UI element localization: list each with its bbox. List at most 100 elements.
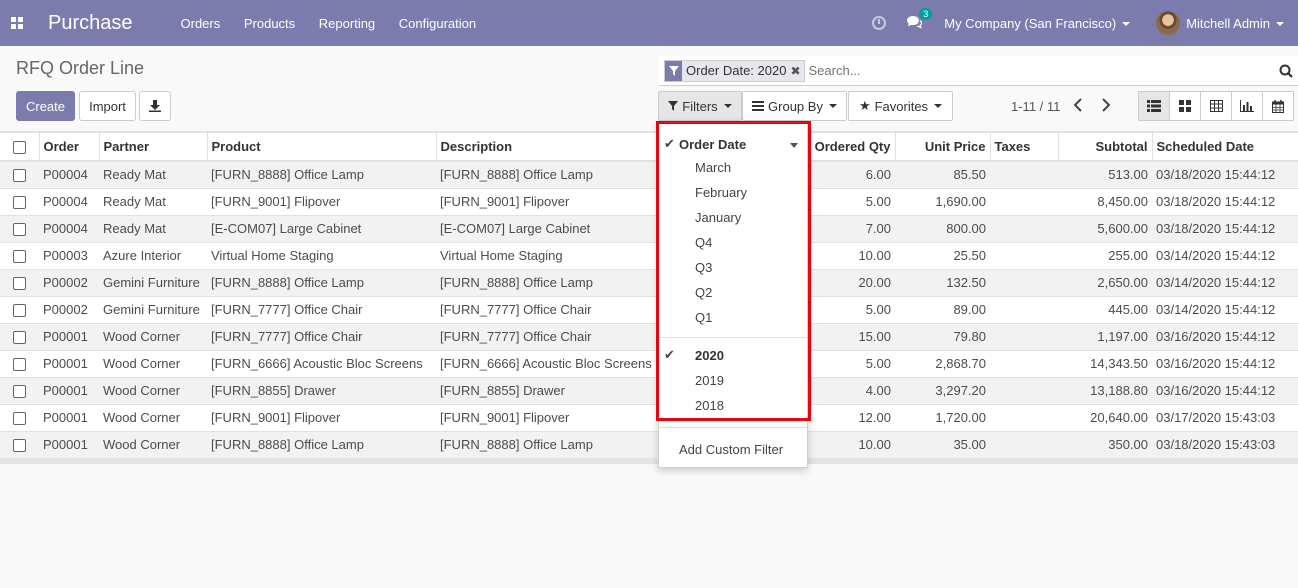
cell-product: [FURN_9001] Flipover <box>207 187 436 215</box>
create-button[interactable]: Create <box>16 91 75 121</box>
filter-option-march[interactable]: March <box>659 156 807 180</box>
chevron-left-icon[interactable] <box>1073 98 1083 112</box>
column-header-description[interactable]: Description <box>436 131 659 162</box>
row-checkbox[interactable] <box>13 304 26 318</box>
table-row[interactable]: P00003 Azure Interior Virtual Home Staging… <box>0 241 1298 269</box>
user-avatar[interactable] <box>1156 11 1181 35</box>
cell-subtotal: 445.00 <box>1058 295 1152 323</box>
row-select-cell[interactable] <box>0 322 39 350</box>
filter-option-2020[interactable]: ✔ 2020 <box>659 344 807 368</box>
row-select-cell[interactable] <box>0 295 39 323</box>
calendar-view-button[interactable] <box>1262 91 1294 121</box>
cell-order: P00003 <box>39 241 99 269</box>
row-checkbox[interactable] <box>13 358 26 372</box>
cell-description: [FURN_8888] Office Lamp <box>436 160 658 188</box>
cell-subtotal: 1,197.00 <box>1058 322 1152 350</box>
row-select-cell[interactable] <box>0 403 39 431</box>
search-icon[interactable] <box>1279 64 1293 78</box>
table-row[interactable]: P00001 Wood Corner [FURN_9001] Flipover [FU… <box>0 403 1298 431</box>
company-switcher[interactable]: My Company (San Francisco) <box>944 16 1131 31</box>
column-header-subtotal[interactable]: Subtotal <box>1058 131 1153 162</box>
remove-facet-icon[interactable]: ✖ <box>790 63 801 78</box>
download-button[interactable] <box>139 91 171 121</box>
cell-scheduled-date: 03/18/2020 15:43:03 <box>1152 430 1298 458</box>
add-custom-filter-button[interactable]: Add Custom Filter <box>679 442 784 457</box>
row-checkbox[interactable] <box>13 331 26 345</box>
list-view-button[interactable] <box>1138 91 1170 121</box>
row-select-cell[interactable] <box>0 268 39 296</box>
cell-unit-price: 800.00 <box>895 214 990 242</box>
activity-clock-icon[interactable] <box>872 16 887 30</box>
row-checkbox[interactable] <box>13 196 26 210</box>
filter-option-february[interactable]: February <box>659 181 807 205</box>
column-header-product[interactable]: Product <box>207 131 437 162</box>
favorites-button[interactable]: ★ Favorites <box>848 91 953 121</box>
pager-value[interactable]: 1-11 / 11 <box>1011 99 1061 114</box>
row-checkbox[interactable] <box>13 277 26 291</box>
table-row[interactable]: P00004 Ready Mat [FURN_8888] Office Lamp [F… <box>0 160 1298 188</box>
column-header-order[interactable]: Order <box>39 131 100 162</box>
filter-option-label: Q3 <box>695 260 713 275</box>
chat-icon <box>907 15 923 29</box>
table-row[interactable]: P00001 Wood Corner [FURN_6666] Acoustic Bl… <box>0 349 1298 377</box>
filter-option-2019[interactable]: 2019 <box>659 369 807 393</box>
select-all-checkbox[interactable] <box>12 141 26 155</box>
cell-product: Virtual Home Staging <box>207 241 436 269</box>
search-input[interactable] <box>808 63 1249 78</box>
kanban-view-button[interactable] <box>1169 91 1201 121</box>
cell-order: P00001 <box>39 403 99 431</box>
app-name[interactable]: Purchase <box>48 11 133 34</box>
column-header-unit-price[interactable]: Unit Price <box>895 131 991 162</box>
column-header-scheduled-date[interactable]: Scheduled Date <box>1152 131 1298 162</box>
filter-group-order-date[interactable]: ✔ Order Date <box>659 135 807 155</box>
row-select-cell[interactable] <box>0 241 39 269</box>
select-all-cell[interactable] <box>0 131 40 162</box>
table-row[interactable]: P00001 Wood Corner [FURN_8888] Office Lamp… <box>0 430 1298 458</box>
row-select-cell[interactable] <box>0 160 39 188</box>
table-row[interactable]: P00004 Ready Mat [FURN_9001] Flipover [FURN… <box>0 187 1298 215</box>
row-select-cell[interactable] <box>0 349 39 377</box>
cell-scheduled-date: 03/17/2020 15:43:03 <box>1152 403 1298 431</box>
table-row[interactable]: P00001 Wood Corner [FURN_7777] Office Chai… <box>0 322 1298 350</box>
menu-reporting[interactable]: Reporting <box>318 15 376 31</box>
chevron-right-icon[interactable] <box>1101 98 1111 112</box>
column-header-taxes[interactable]: Taxes <box>990 131 1059 162</box>
table-row[interactable]: P00002 Gemini Furniture [FURN_8888] Office… <box>0 268 1298 296</box>
menu-orders[interactable]: Orders <box>180 15 221 31</box>
row-checkbox[interactable] <box>13 223 26 237</box>
row-select-cell[interactable] <box>0 187 39 215</box>
cell-product: [FURN_7777] Office Chair <box>207 295 436 323</box>
cell-unit-price: 3,297.20 <box>895 376 990 404</box>
row-checkbox[interactable] <box>13 412 26 426</box>
pivot-view-button[interactable] <box>1200 91 1232 121</box>
import-button[interactable]: Import <box>79 91 136 121</box>
row-select-cell[interactable] <box>0 430 39 458</box>
filter-option-q1[interactable]: Q1 <box>659 306 807 330</box>
messaging-menu[interactable]: 3 <box>906 7 933 32</box>
row-checkbox[interactable] <box>13 385 26 399</box>
row-checkbox[interactable] <box>13 439 26 453</box>
group-by-button[interactable]: Group By <box>742 91 847 121</box>
apps-menu-icon[interactable] <box>0 0 34 46</box>
row-checkbox[interactable] <box>13 250 26 264</box>
caret-down-icon <box>934 104 943 108</box>
table-row[interactable]: P00001 Wood Corner [FURN_8855] Drawer [FURN… <box>0 376 1298 404</box>
table-row[interactable]: P00004 Ready Mat [E-COM07] Large Cabinet [E… <box>0 214 1298 242</box>
filter-option-q3[interactable]: Q3 <box>659 256 807 280</box>
row-select-cell[interactable] <box>0 214 39 242</box>
row-select-cell[interactable] <box>0 376 39 404</box>
cell-unit-price: 1,720.00 <box>895 403 990 431</box>
menu-configuration[interactable]: Configuration <box>398 15 477 31</box>
table-row[interactable]: P00002 Gemini Furniture [FURN_7777] Office… <box>0 295 1298 323</box>
filter-option-2018[interactable]: 2018 <box>659 394 807 418</box>
filter-option-q2[interactable]: Q2 <box>659 281 807 305</box>
filter-option-january[interactable]: January <box>659 206 807 230</box>
menu-products[interactable]: Products <box>243 15 296 31</box>
filters-button[interactable]: Filters <box>658 91 742 121</box>
filter-option-q4[interactable]: Q4 <box>659 231 807 255</box>
user-menu[interactable]: Mitchell Admin <box>1186 16 1284 31</box>
cell-order: P00002 <box>39 268 99 296</box>
graph-view-button[interactable] <box>1231 91 1263 121</box>
row-checkbox[interactable] <box>13 169 26 183</box>
column-header-partner[interactable]: Partner <box>99 131 208 162</box>
